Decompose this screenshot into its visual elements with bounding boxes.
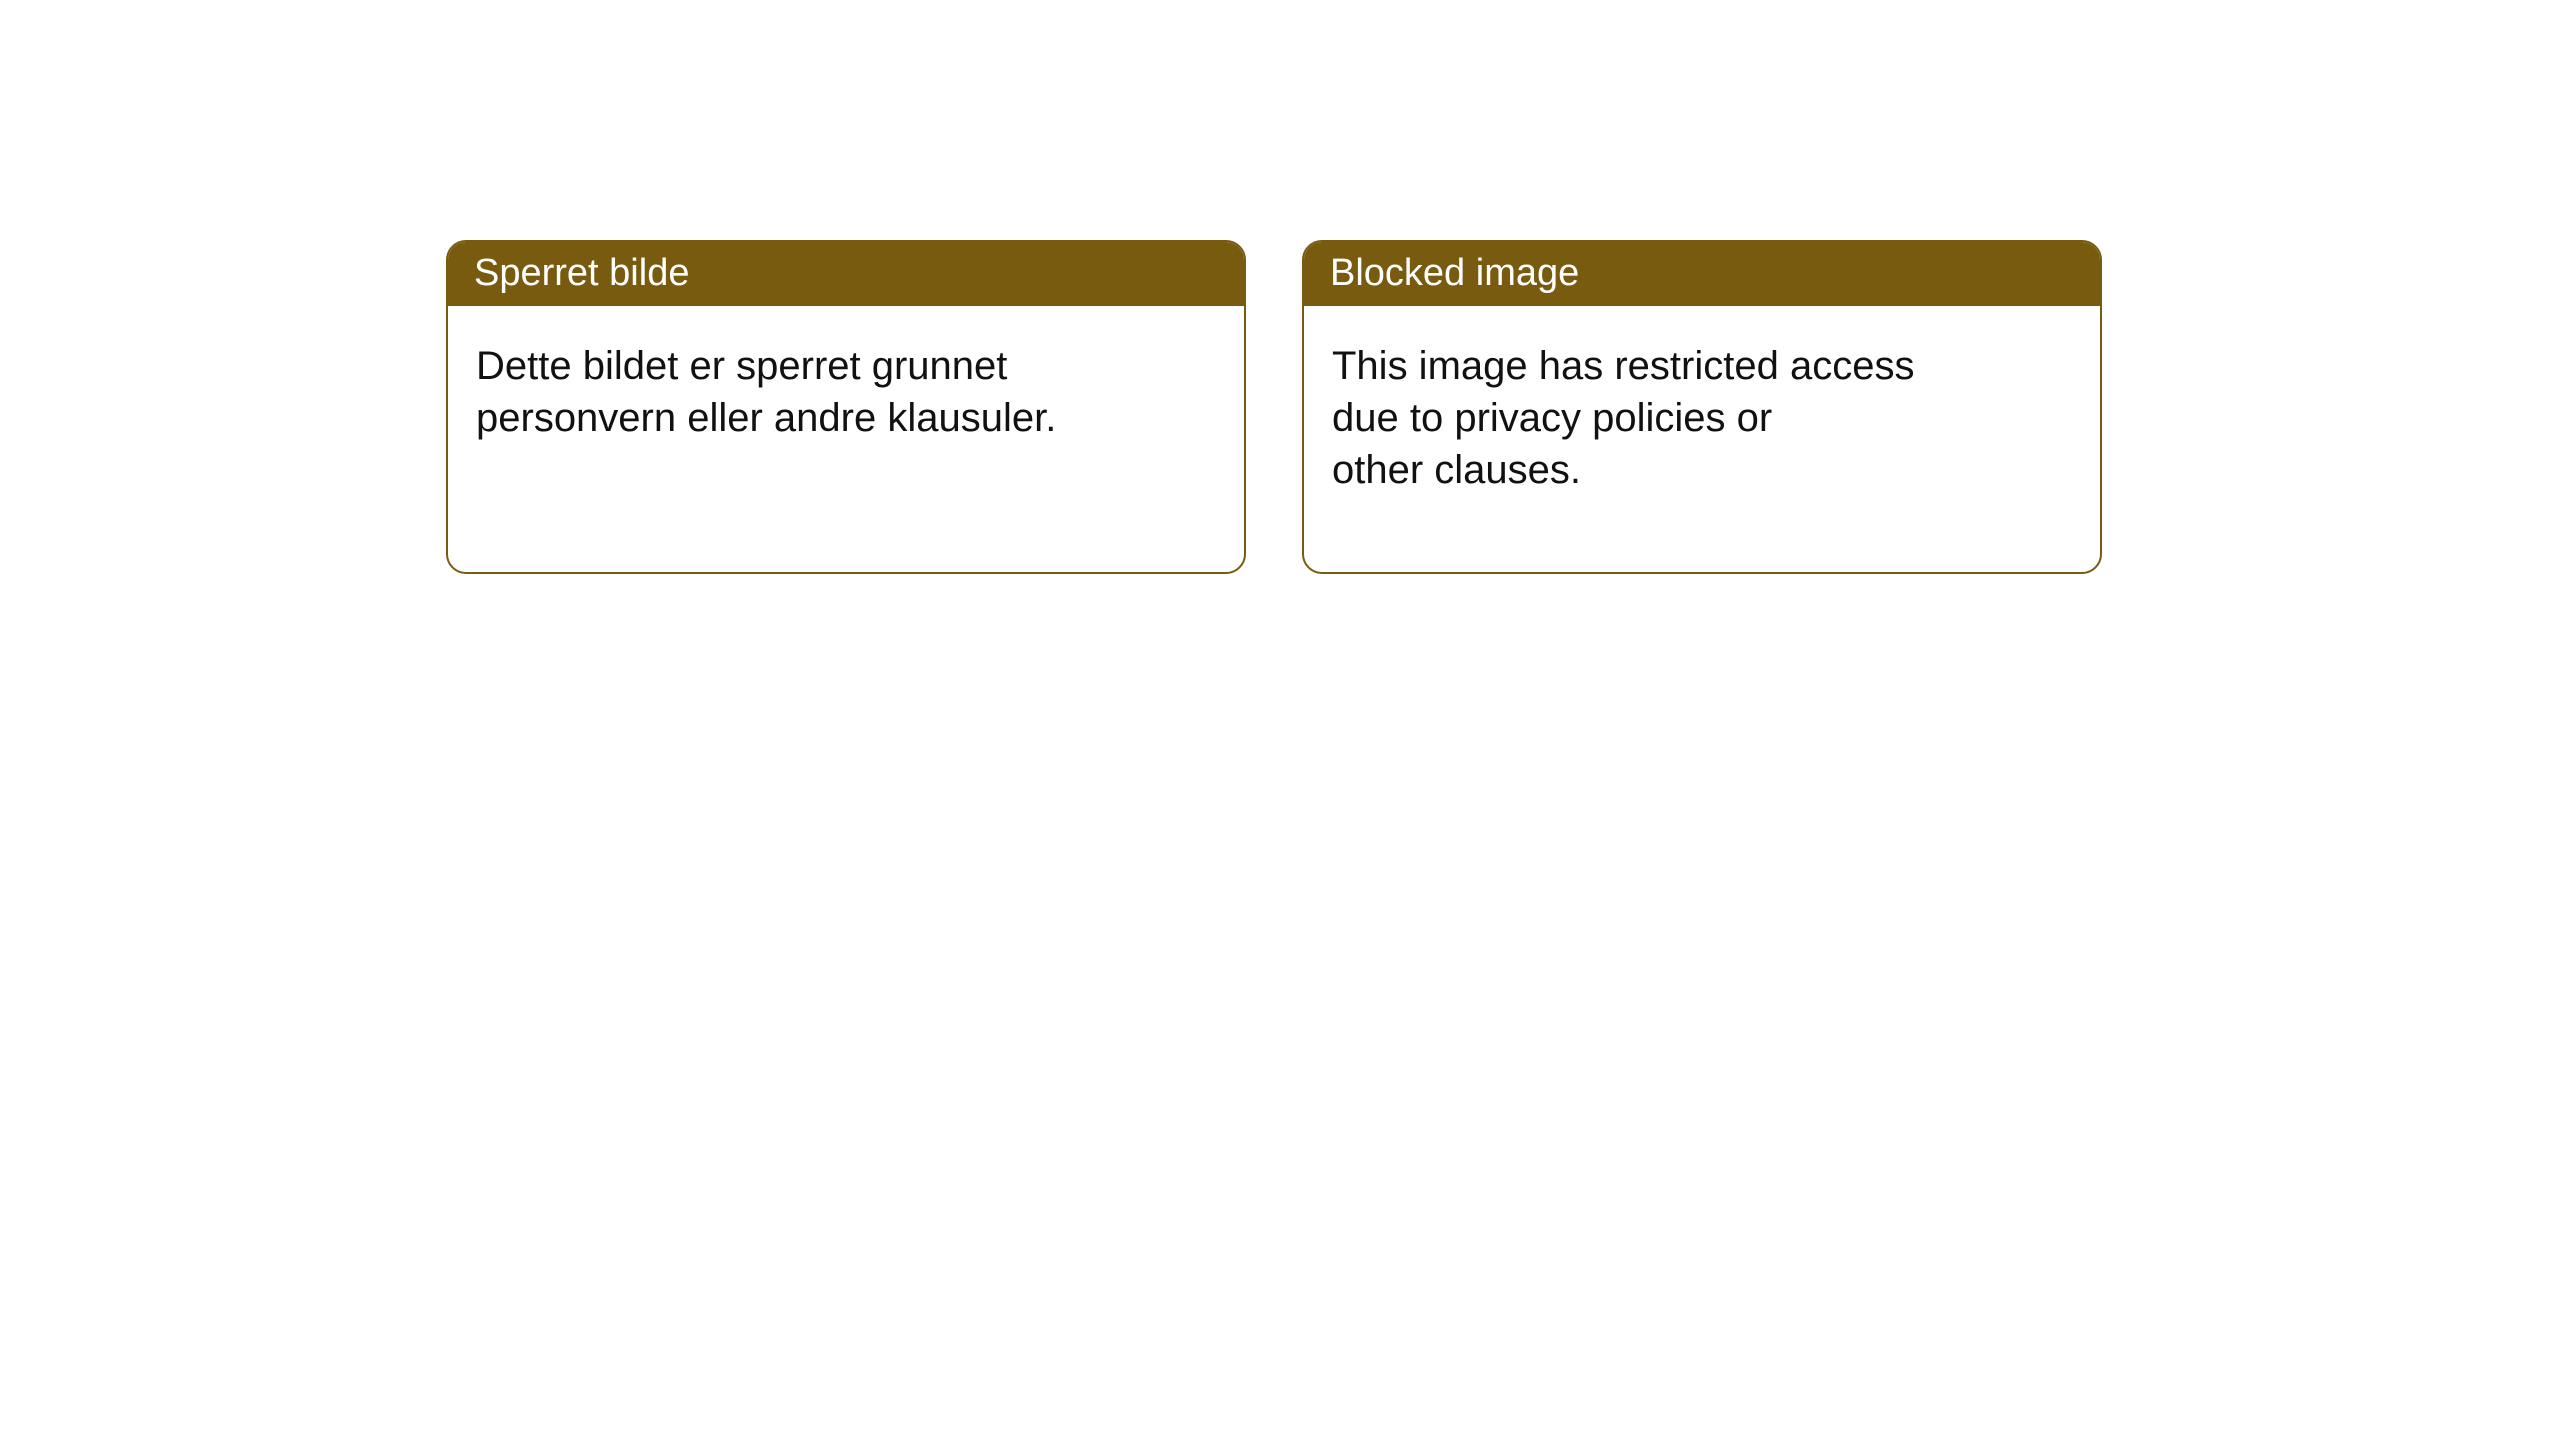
notice-card-norwegian: Sperret bilde Dette bildet er sperret gr…	[446, 240, 1246, 574]
notice-row: Sperret bilde Dette bildet er sperret gr…	[446, 240, 2102, 574]
notice-card-body: Dette bildet er sperret grunnet personve…	[448, 306, 1244, 472]
notice-card-title: Blocked image	[1304, 242, 2100, 306]
page-canvas: Sperret bilde Dette bildet er sperret gr…	[0, 0, 2560, 1440]
notice-card-title: Sperret bilde	[448, 242, 1244, 306]
notice-card-body: This image has restricted access due to …	[1304, 306, 2100, 524]
notice-card-english: Blocked image This image has restricted …	[1302, 240, 2102, 574]
